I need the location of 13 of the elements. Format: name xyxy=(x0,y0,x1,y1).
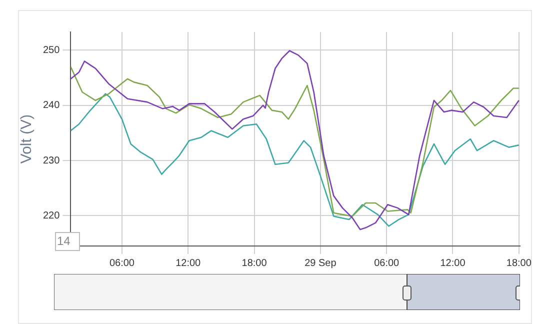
x-tick-label: 06:00 xyxy=(374,258,400,269)
x-tick-label: 29 Sep xyxy=(304,258,337,269)
text: 14 xyxy=(55,232,80,251)
x-tick-label: 12:00 xyxy=(440,258,466,269)
x-tick-label: 18:00 xyxy=(506,258,532,269)
y-tick-label: 250 xyxy=(42,44,60,56)
x-tick-label: 18:00 xyxy=(242,258,268,269)
x-tick-label: 06:00 xyxy=(109,258,135,269)
y-axis-title: Volt (V) xyxy=(18,114,36,164)
x-tick-label: 12:00 xyxy=(176,258,202,269)
y-tick-label: 240 xyxy=(42,100,60,112)
y-tick-label: 230 xyxy=(42,155,60,166)
y-tick-label: 220 xyxy=(42,210,60,222)
